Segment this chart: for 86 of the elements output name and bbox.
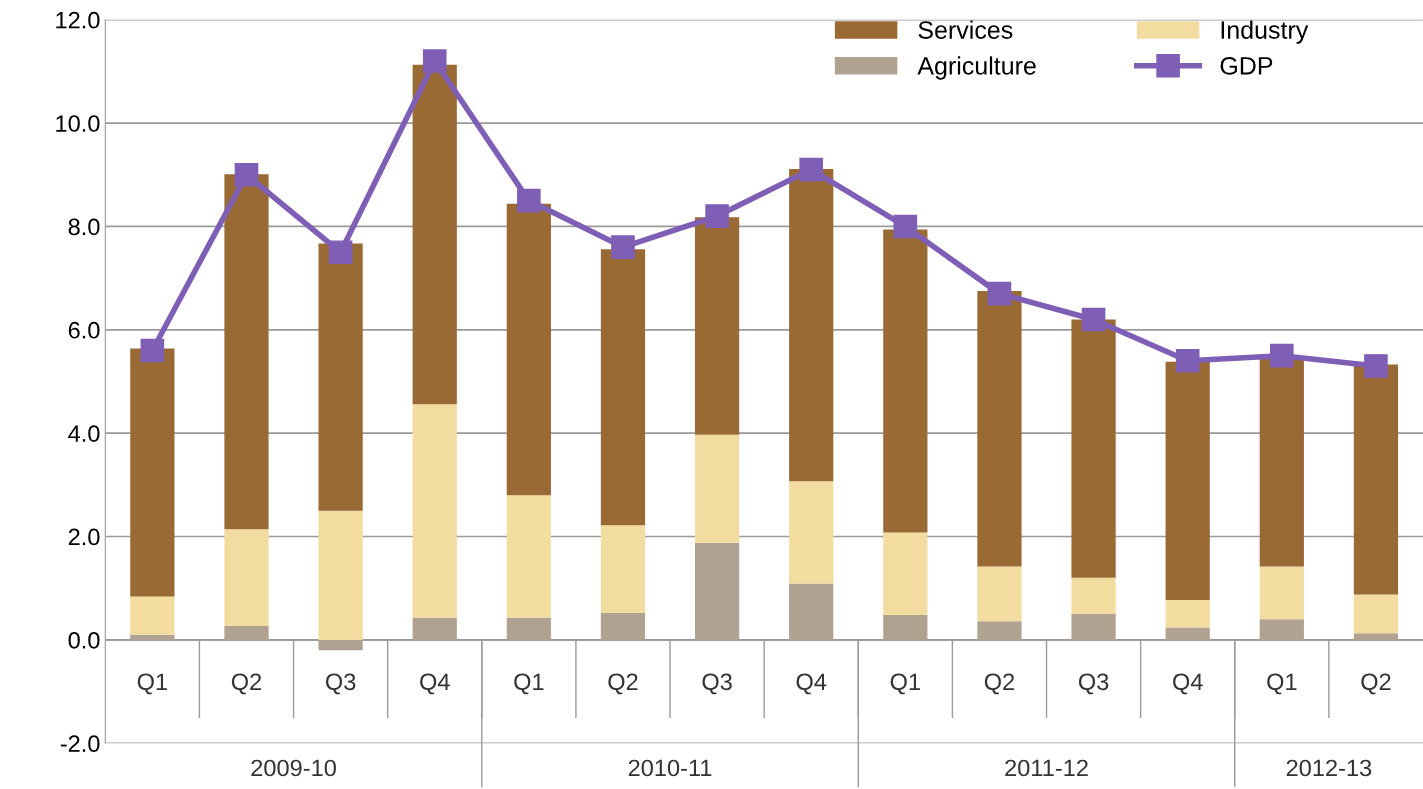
text: 2010-11	[628, 759, 712, 777]
point	[1270, 343, 1294, 368]
bar	[1259, 358, 1304, 567]
bar	[506, 203, 551, 496]
bar	[130, 634, 175, 640]
x-tick-label: Q1	[890, 673, 920, 695]
bar	[600, 249, 646, 526]
bar	[412, 404, 457, 618]
bar	[1071, 614, 1116, 640]
x-tick-label: Q2	[608, 673, 638, 695]
bar	[694, 542, 740, 640]
y-tick-label: 4.0	[68, 425, 100, 442]
bar	[883, 229, 928, 533]
x-tick-label: Q4	[1173, 673, 1203, 695]
bar	[883, 615, 928, 640]
bar	[224, 174, 269, 530]
y-tick-label: 12.0	[56, 11, 100, 29]
bar	[318, 510, 363, 640]
bar	[1165, 361, 1210, 601]
legend-label: Industry	[1221, 20, 1309, 44]
bar	[1353, 633, 1399, 640]
point	[799, 157, 824, 182]
bar	[1353, 594, 1399, 634]
point	[611, 235, 635, 259]
x-tick-label: Q4	[420, 673, 450, 695]
bar	[789, 169, 834, 482]
point	[517, 188, 541, 213]
x-tick-label: Q3	[1078, 673, 1109, 695]
legend-label: Agriculture	[917, 56, 1036, 80]
bar	[412, 617, 457, 640]
bar	[600, 613, 646, 640]
point	[328, 240, 353, 265]
text: 2009-10	[251, 759, 336, 777]
bar	[977, 291, 1022, 567]
bar	[789, 583, 834, 640]
bar	[600, 525, 646, 614]
bar	[130, 596, 175, 635]
legend-label: Services	[918, 20, 1013, 39]
point	[234, 162, 259, 187]
text: 2012-13	[1286, 759, 1372, 777]
bar	[1165, 600, 1210, 628]
x-tick-label: Q2	[231, 673, 262, 695]
bar	[130, 348, 175, 597]
y-tick-label: 6.0	[68, 321, 100, 339]
bar	[1165, 627, 1210, 640]
bar	[977, 566, 1022, 622]
legend-label: GDP	[1220, 56, 1273, 75]
text: 2011-12	[1005, 759, 1088, 777]
x-tick-label: Q1	[514, 673, 544, 695]
y-tick-label: 2.0	[68, 528, 100, 546]
bar	[694, 217, 740, 435]
bar	[506, 495, 551, 618]
point	[1175, 349, 1200, 373]
point	[893, 214, 918, 239]
y-tick-label: -2.0	[60, 735, 100, 753]
bar	[1259, 619, 1304, 640]
bar	[1071, 319, 1116, 578]
bar	[883, 532, 928, 616]
bar	[224, 529, 269, 626]
bar	[694, 434, 740, 543]
y-tick-label: 8.0	[68, 218, 100, 236]
x-tick-label: Q2	[1361, 673, 1391, 695]
bar	[318, 243, 363, 511]
bar	[318, 639, 363, 651]
y-tick-label: 0.0	[68, 631, 100, 649]
y-tick-label: 10.0	[56, 115, 100, 132]
bar	[506, 617, 551, 640]
point	[1364, 354, 1388, 378]
point	[987, 281, 1012, 306]
bar	[789, 481, 834, 584]
bar	[412, 64, 457, 405]
point	[705, 204, 729, 228]
x-tick-label: Q3	[702, 673, 732, 695]
x-tick-label: Q1	[1267, 673, 1297, 695]
x-tick-label: Q4	[796, 673, 827, 695]
point	[140, 338, 165, 363]
x-tick-label: Q3	[325, 673, 356, 695]
bar	[1353, 364, 1399, 595]
bar	[1071, 577, 1116, 615]
point	[422, 49, 447, 73]
bar	[1259, 566, 1304, 620]
x-tick-label: Q1	[137, 673, 167, 695]
x-tick-label: Q2	[984, 673, 1015, 695]
point	[1081, 307, 1106, 332]
bar	[224, 625, 269, 640]
bar	[977, 621, 1022, 640]
